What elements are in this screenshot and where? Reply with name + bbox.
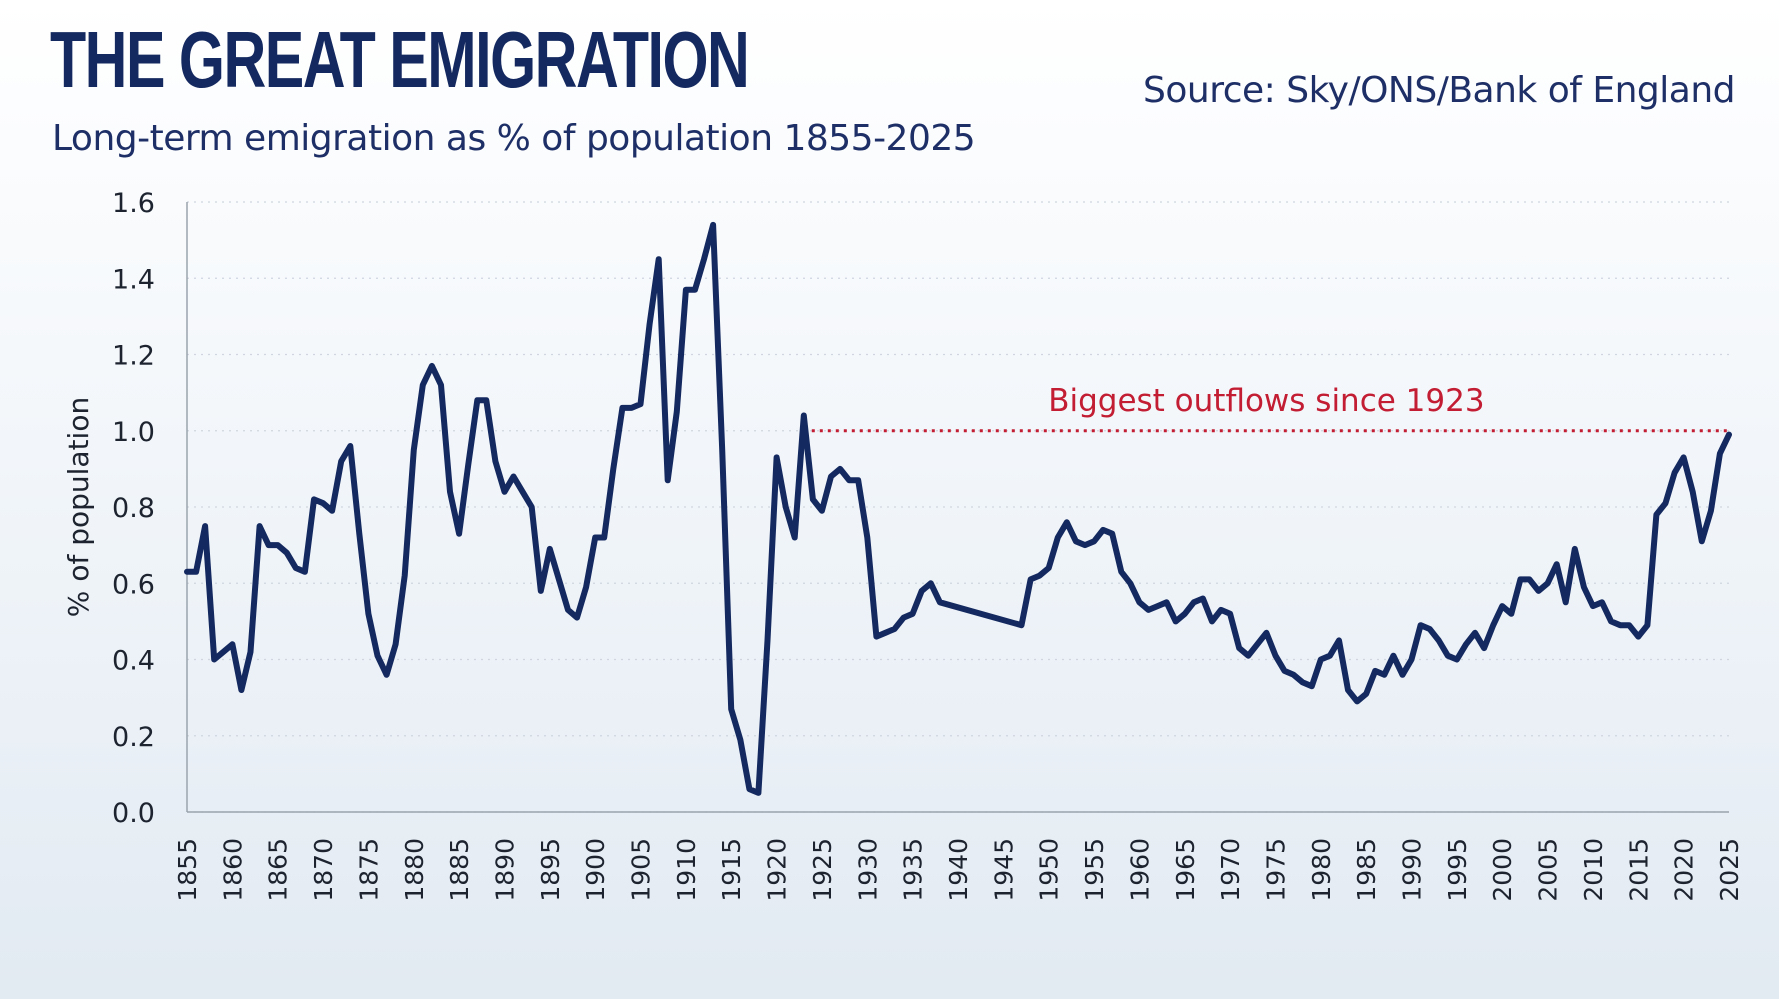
y-tick-label: 1.0 bbox=[112, 417, 155, 448]
x-tick-label: 1985 bbox=[1352, 838, 1381, 902]
x-tick-label: 2020 bbox=[1670, 838, 1699, 902]
y-tick-label: 1.4 bbox=[112, 264, 155, 295]
x-tick-label: 1870 bbox=[309, 838, 338, 902]
chart-subtitle: Long-term emigration as % of population … bbox=[52, 118, 976, 159]
x-tick-label: 1975 bbox=[1261, 838, 1290, 902]
x-tick-label: 1885 bbox=[445, 838, 474, 902]
x-tick-label: 1990 bbox=[1398, 838, 1427, 902]
x-tick-label: 1900 bbox=[581, 838, 610, 902]
y-tick-label: 1.2 bbox=[112, 341, 155, 372]
chart-title: THE GREAT EMIGRATION bbox=[50, 15, 750, 104]
x-tick-label: 2000 bbox=[1488, 838, 1517, 902]
x-tick-labels: 1855 1860 1865 1870 1875 1880 1885 1890 1895 1900… bbox=[173, 838, 1744, 902]
x-tick-label: 1875 bbox=[354, 838, 383, 902]
x-tick-label: 1925 bbox=[808, 838, 837, 902]
x-tick-label: 1890 bbox=[490, 838, 519, 902]
x-tick-label: 1920 bbox=[763, 838, 792, 902]
x-tick-label: 1905 bbox=[627, 838, 656, 902]
x-tick-label: 1880 bbox=[400, 838, 429, 902]
x-tick-label: 1955 bbox=[1080, 838, 1109, 902]
y-tick-label: 0.2 bbox=[112, 722, 155, 753]
x-tick-label: 1960 bbox=[1125, 838, 1154, 902]
series-line-emigration bbox=[184, 221, 1732, 796]
source-note: Source: Sky/ONS/Bank of England bbox=[1143, 70, 1735, 111]
y-tick-label: 0.6 bbox=[112, 569, 155, 600]
y-tick-label: 1.6 bbox=[112, 188, 155, 219]
x-tick-label: 1865 bbox=[264, 838, 293, 902]
x-tick-label: 1910 bbox=[672, 838, 701, 902]
x-tick-label: 2025 bbox=[1715, 838, 1744, 902]
x-tick-label: 1860 bbox=[218, 838, 247, 902]
x-tick-label: 1980 bbox=[1307, 838, 1336, 902]
y-tick-label: 0.8 bbox=[112, 493, 155, 524]
y-tick-label: 0.0 bbox=[112, 798, 155, 829]
y-tick-labels: 0.0 0.2 0.4 0.6 0.8 1.0 1.2 1.4 1.6 bbox=[112, 188, 155, 829]
x-tick-label: 1855 bbox=[173, 838, 202, 902]
gridlines bbox=[187, 201, 1729, 813]
x-tick-label: 1915 bbox=[717, 838, 746, 902]
x-tick-label: 1965 bbox=[1171, 838, 1200, 902]
x-tick-label: 1935 bbox=[899, 838, 928, 902]
x-tick-label: 1930 bbox=[853, 838, 882, 902]
y-tick-label: 0.4 bbox=[112, 646, 155, 677]
annotation-biggest-outflows: Biggest outflows since 1923 bbox=[1048, 383, 1484, 419]
axes bbox=[186, 202, 1729, 813]
y-axis-label: % of population bbox=[62, 397, 95, 617]
x-tick-label: 1950 bbox=[1035, 838, 1064, 902]
x-tick-label: 1945 bbox=[989, 838, 1018, 902]
x-tick-label: 1940 bbox=[944, 838, 973, 902]
x-tick-label: 1895 bbox=[536, 838, 565, 902]
x-tick-label: 2010 bbox=[1579, 838, 1608, 902]
x-tick-label: 2015 bbox=[1624, 838, 1653, 902]
x-tick-label: 1970 bbox=[1216, 838, 1245, 902]
x-tick-label: 2005 bbox=[1534, 838, 1563, 902]
x-tick-label: 1995 bbox=[1443, 838, 1472, 902]
